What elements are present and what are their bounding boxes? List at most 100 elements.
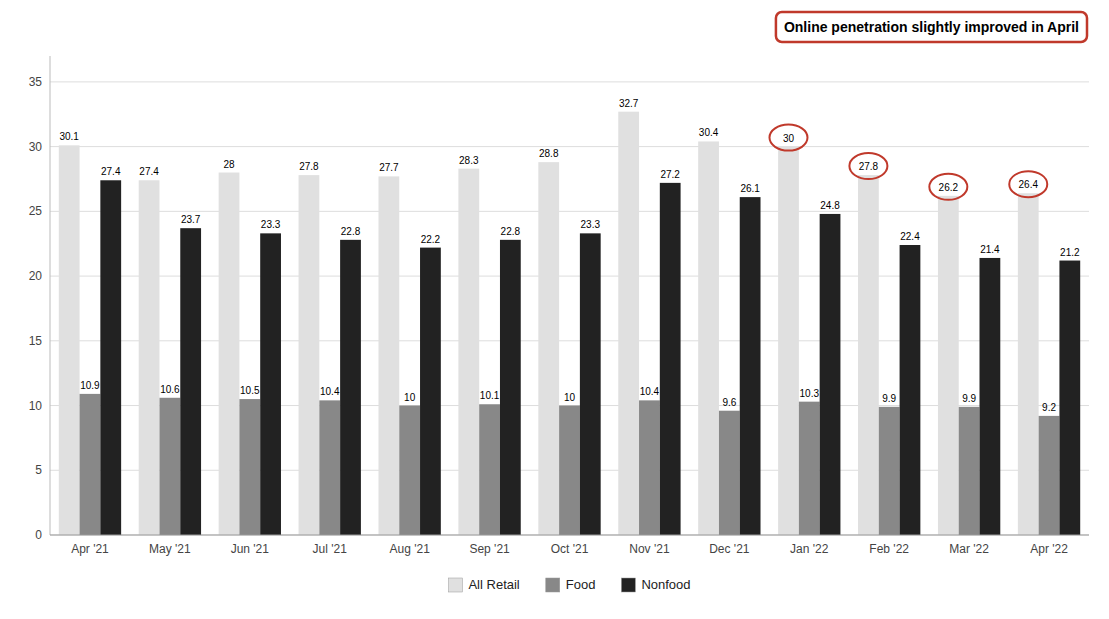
x-tick-label: May '21: [149, 542, 191, 556]
bar: [420, 248, 441, 535]
bar: [820, 214, 841, 535]
data-label: 24.8: [820, 200, 840, 211]
data-label: 30: [783, 133, 795, 144]
bar: [500, 240, 521, 535]
bar: [660, 183, 681, 535]
data-label: 22.8: [341, 226, 361, 237]
bar: [80, 394, 101, 535]
legend-label: Nonfood: [641, 577, 690, 592]
data-label: 23.3: [261, 219, 281, 230]
bar: [319, 400, 340, 535]
x-tick-label: Sep '21: [469, 542, 510, 556]
bar: [580, 233, 601, 535]
grid-line: [50, 535, 1089, 536]
y-tick-label: 5: [35, 463, 42, 477]
annotation: Online penetration slightly improved in …: [776, 12, 1087, 42]
data-label: 26.4: [1019, 179, 1039, 190]
data-label: 27.2: [660, 169, 680, 180]
bar: [299, 175, 320, 535]
bar: [399, 406, 420, 535]
grid-line: [50, 211, 1089, 212]
data-label: 9.9: [882, 393, 896, 404]
data-label: 32.7: [619, 98, 639, 109]
bar: [100, 180, 121, 535]
y-axis-line: [50, 56, 51, 535]
bar: [858, 175, 879, 535]
x-tick-label: Dec '21: [709, 542, 750, 556]
x-tick-label: Mar '22: [949, 542, 989, 556]
highlight-ellipse: [849, 153, 887, 179]
data-label: 10.4: [320, 386, 340, 397]
x-tick-label: Jan '22: [790, 542, 829, 556]
data-label: 23.3: [581, 219, 601, 230]
data-label: 10.1: [480, 390, 500, 401]
y-tick-label: 35: [29, 75, 43, 89]
bar: [938, 196, 959, 535]
highlight-ellipse: [769, 125, 807, 151]
grid-line: [50, 146, 1089, 147]
data-label: 9.6: [722, 397, 736, 408]
data-label: 10.5: [240, 385, 260, 396]
x-tick-label: Oct '21: [551, 542, 589, 556]
data-label: 28: [223, 159, 235, 170]
bar: [139, 180, 160, 535]
annotation-text: Online penetration slightly improved in …: [784, 19, 1079, 35]
legend-swatch: [546, 578, 560, 592]
grid-line: [50, 276, 1089, 277]
x-tick-label: Apr '21: [71, 542, 109, 556]
data-label: 22.2: [421, 234, 441, 245]
bar: [719, 411, 740, 535]
y-tick-label: 10: [29, 399, 43, 413]
data-label: 30.1: [59, 131, 79, 142]
x-tick-label: Jun '21: [231, 542, 270, 556]
data-label: 28.8: [539, 148, 559, 159]
bar: [59, 145, 80, 535]
bar: [1018, 193, 1039, 535]
data-label: 21.2: [1060, 247, 1080, 258]
bar: [340, 240, 361, 535]
data-label: 27.8: [859, 161, 879, 172]
data-label: 9.9: [962, 393, 976, 404]
bar: [559, 406, 580, 535]
data-label: 9.2: [1042, 402, 1056, 413]
legend-label: Food: [566, 577, 596, 592]
data-label: 26.2: [939, 182, 959, 193]
bar: [698, 141, 719, 535]
bar: [639, 400, 660, 535]
legend: All RetailFoodNonfood: [448, 577, 690, 592]
data-label: 10.6: [160, 384, 180, 395]
bar: [879, 407, 900, 535]
x-tick-label: Nov '21: [629, 542, 670, 556]
data-label: 26.1: [740, 183, 760, 194]
data-label: 27.4: [101, 166, 121, 177]
bar: [1039, 416, 1060, 535]
bar: [260, 233, 281, 535]
grid-line: [50, 81, 1089, 82]
bar: [378, 176, 399, 535]
data-label: 22.4: [900, 231, 920, 242]
annotation-box: [776, 12, 1087, 42]
data-label: 21.4: [980, 244, 1000, 255]
bar: [799, 402, 820, 535]
bars: [59, 112, 1080, 535]
bar: [980, 258, 1001, 535]
bar: [538, 162, 559, 535]
bar: [778, 147, 799, 535]
x-tick-label: Aug '21: [389, 542, 430, 556]
bar: [239, 399, 260, 535]
x-tick-label: Apr '22: [1030, 542, 1068, 556]
bar: [900, 245, 921, 535]
y-tick-label: 15: [29, 334, 43, 348]
x-tick-label: Feb '22: [869, 542, 909, 556]
x-axis-line: [50, 535, 1089, 536]
y-tick-label: 30: [29, 140, 43, 154]
chart: 05101520253035Apr '21May '21Jun '21Jul '…: [0, 0, 1109, 619]
bar: [959, 407, 980, 535]
legend-swatch: [621, 578, 635, 592]
x-tick-label: Jul '21: [313, 542, 348, 556]
data-label: 27.7: [379, 162, 399, 173]
data-label: 10: [564, 392, 576, 403]
data-label: 10: [404, 392, 416, 403]
data-label: 23.7: [181, 214, 201, 225]
bar: [458, 169, 479, 535]
